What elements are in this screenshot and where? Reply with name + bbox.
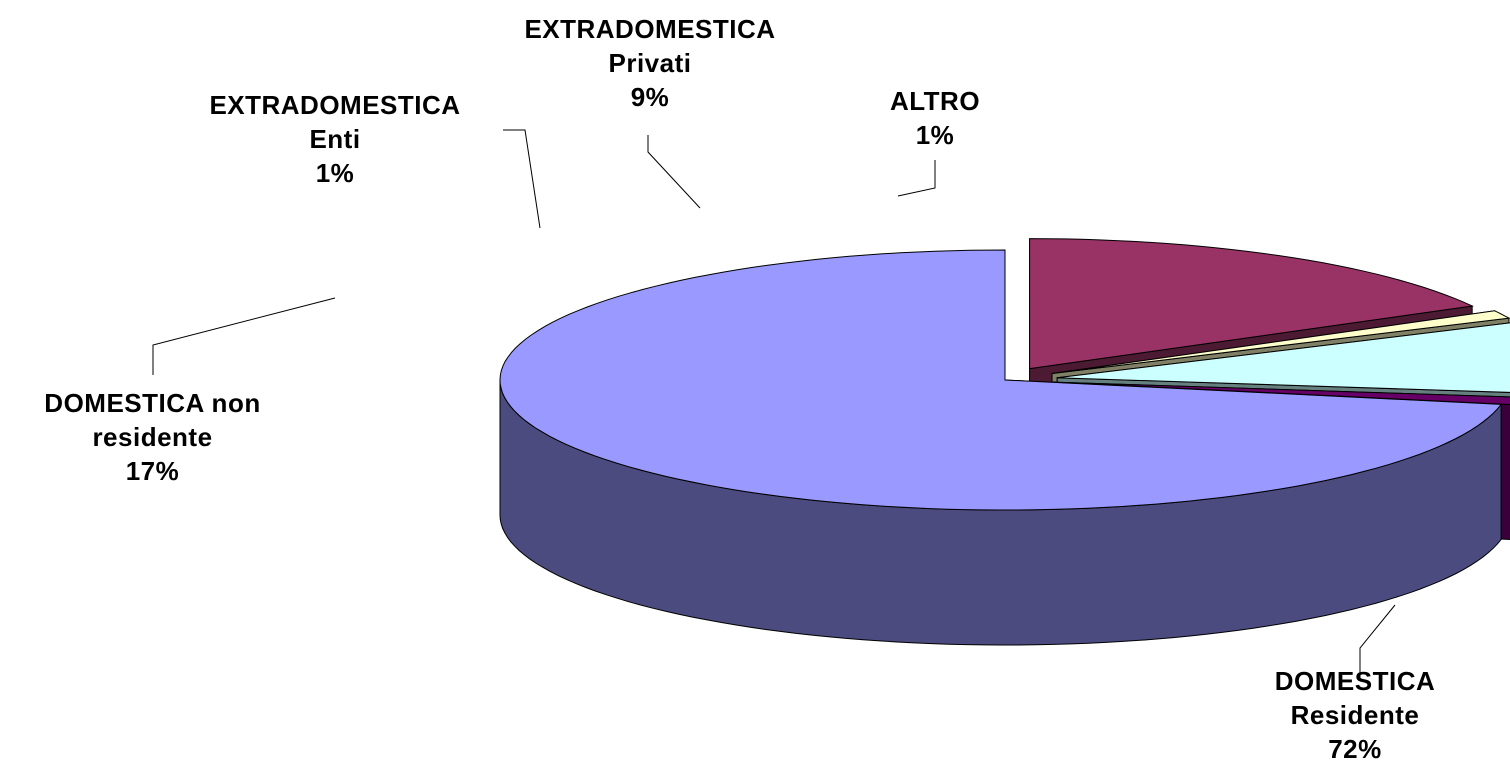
leader-line-non-residente [152, 297, 336, 375]
leader-line-enti [503, 129, 541, 229]
slice-0-top [499, 249, 1503, 511]
leader-line-altro [897, 160, 936, 197]
slice-4-top [1029, 238, 1474, 370]
pie-slices [499, 238, 1510, 646]
leader-line-privati [647, 135, 701, 209]
label-altro: ALTRO 1% [889, 86, 981, 150]
leader-lines [152, 129, 1396, 680]
slice-3-top [1051, 310, 1510, 374]
label-domestica-residente: DOMESTICA Residente 72% [1274, 666, 1436, 764]
label-domestica-non-residente: DOMESTICA non residente 17% [44, 388, 261, 486]
slice-2-top [1057, 322, 1510, 393]
leader-line-residente [1359, 604, 1396, 680]
label-extradomestica-enti: EXTRADOMESTICA Enti 1% [209, 90, 461, 188]
label-extradomestica-privati: EXTRADOMESTICA Privati 9% [524, 14, 776, 112]
